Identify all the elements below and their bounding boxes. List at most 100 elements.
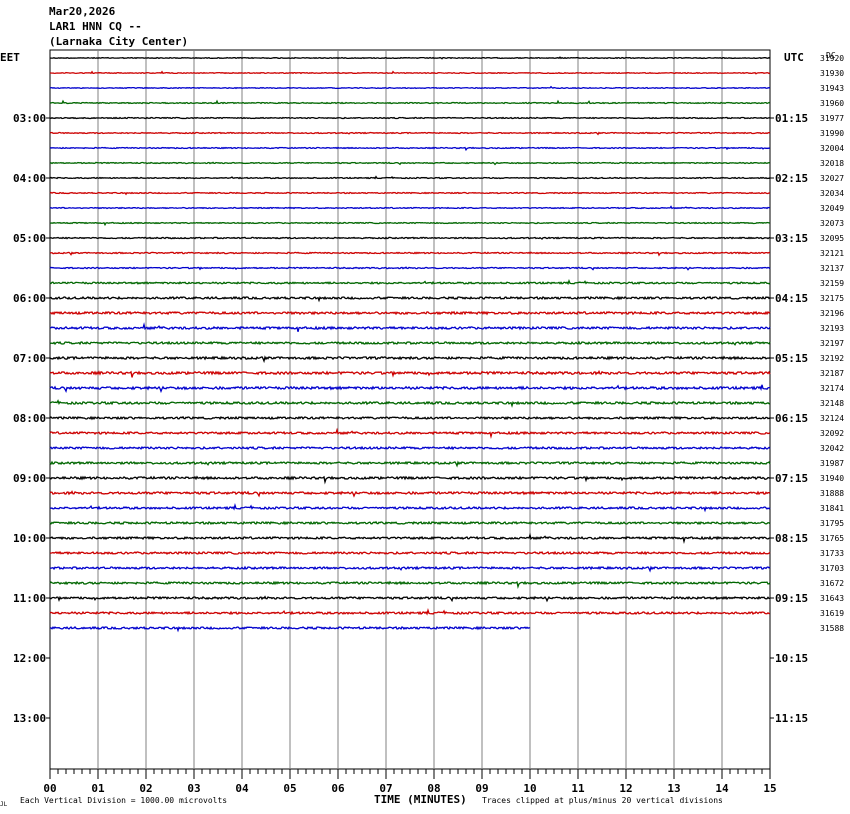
seismic-trace [49,278,771,286]
dc-offset-label: 31841 [820,504,844,513]
dc-offset-label: 31960 [820,99,844,108]
x-tick-label: 13 [667,782,680,795]
corner-mark: JL [0,801,8,808]
seismic-trace [49,608,771,616]
right-time-label: 06:15 [775,412,808,425]
right-time-label: 08:15 [775,532,808,545]
dc-offset-label: 31920 [820,54,844,63]
dc-offset-label: 32095 [820,234,844,243]
x-tick-label: 08 [427,782,440,795]
seismic-trace [49,70,771,75]
x-tick-label: 12 [619,782,632,795]
dc-offset-label: 31930 [820,69,844,78]
seismic-trace [49,565,771,573]
dc-offset-label: 32073 [820,219,844,228]
left-time-label: 05:00 [13,232,46,245]
dc-offset-label: 32137 [820,264,844,273]
x-tick-label: 06 [331,782,345,795]
dc-offset-label: 32175 [820,294,844,303]
right-time-label: 09:15 [775,592,808,605]
dc-offset-label: 31672 [820,579,844,588]
seismic-trace [49,322,771,332]
left-time-label: 12:00 [13,652,46,665]
x-tick-label: 14 [715,782,729,795]
seismic-trace [49,251,770,257]
x-axis-ticks: 00 01 02 03 04 05 06 07 08 09 10 11 12 13 14 15 [43,769,777,795]
dc-offset-label: 31643 [820,594,844,603]
x-tick-label: 01 [91,782,105,795]
x-tick-label: 04 [235,782,249,795]
dc-offset-label: 32196 [820,309,844,318]
seismic-trace [49,369,771,378]
dc-offset-label: 32124 [820,414,844,423]
seismic-trace [49,266,771,271]
right-time-label: 11:15 [775,712,808,725]
seismic-trace [49,99,771,105]
seismic-trace [49,475,771,485]
dc-offset-label: 31943 [820,84,844,93]
left-time-label: 09:00 [13,472,46,485]
clip-note: Traces clipped at plus/minus 20 vertical… [482,796,723,805]
dc-offset-label: 32034 [820,189,844,198]
dc-offset-label: 32027 [820,174,844,183]
seismic-trace [49,460,771,468]
seismic-trace [49,175,771,180]
seismic-trace [49,445,771,451]
dc-offset-label: 31733 [820,549,844,558]
dc-offset-label: 31588 [820,624,844,633]
dc-offset-label: 31619 [820,609,844,618]
left-time-label: 08:00 [13,412,46,425]
x-tick-label: 07 [379,782,392,795]
seismic-trace [49,550,771,556]
right-time-label: 02:15 [775,172,808,185]
dc-offset-label: 32192 [820,354,844,363]
seismic-trace [49,295,771,303]
seismic-trace [49,384,771,394]
dc-offset-label: 31795 [820,519,844,528]
seismic-trace [49,355,771,364]
dc-offset-label: 32004 [820,144,844,153]
x-tick-label: 03 [187,782,200,795]
station-label: LAR1 HNN CQ -- [49,20,142,33]
dc-offset-label: 32187 [820,369,844,378]
seismic-trace [49,625,531,633]
dc-offset-label: 31977 [820,114,844,123]
dc-offset-label: 32193 [820,324,844,333]
date-label: Mar20,2026 [49,5,116,18]
seismic-trace [49,221,771,227]
seismic-trace [49,532,771,544]
x-tick-label: 11 [571,782,585,795]
right-timezone-label: UTC [784,51,804,64]
dc-offset-label: 31765 [820,534,844,543]
x-tick-label: 09 [475,782,488,795]
right-time-label: 10:15 [775,652,808,665]
left-time-label: 04:00 [13,172,46,185]
x-tick-label: 05 [283,782,296,795]
x-tick-label: 00 [43,782,56,795]
dc-offset-label: 32042 [820,444,844,453]
plot-grid [49,49,771,770]
seismic-trace [49,340,771,346]
plot-frame [49,49,771,770]
dc-offset-label: 32197 [820,339,844,348]
seismic-trace [49,146,771,152]
dc-offset-label: 32159 [820,279,844,288]
dc-offset-label: 31940 [820,474,844,483]
x-tick-label: 02 [139,782,152,795]
seismic-trace [49,236,771,240]
seismic-trace [49,427,771,439]
left-time-label: 11:00 [13,592,46,605]
dc-offset-label: 31703 [820,564,844,573]
seismic-trace [49,399,771,408]
seismic-trace [49,191,771,196]
right-time-label: 05:15 [775,352,808,365]
dc-offset-label: 31888 [820,489,844,498]
seismic-trace [49,595,771,603]
dc-offset-label: 32121 [820,249,844,258]
x-tick-label: 10 [523,782,536,795]
location-label: (Larnaka City Center) [49,35,189,48]
seismic-trace [49,85,771,90]
seismic-trace [49,490,771,498]
left-time-label: 07:00 [13,352,46,365]
